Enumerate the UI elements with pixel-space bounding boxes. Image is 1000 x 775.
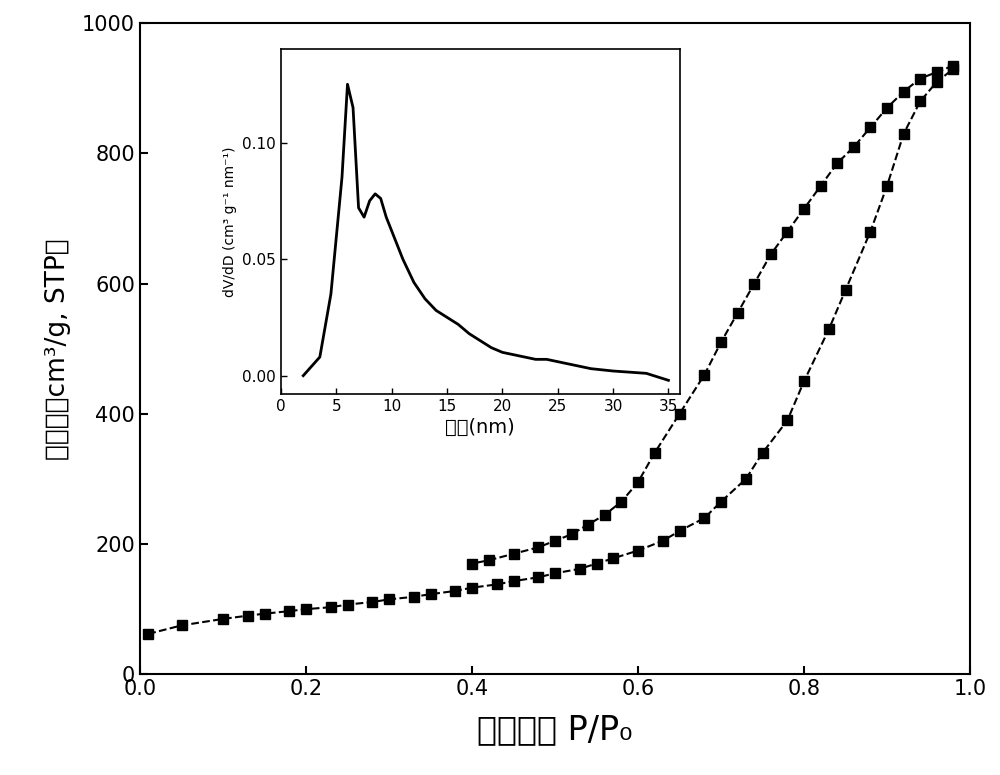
Y-axis label: 吸附量（cm³/g, STP）: 吸附量（cm³/g, STP） — [45, 238, 71, 460]
X-axis label: 相对压力 P/P₀: 相对压力 P/P₀ — [477, 713, 633, 746]
